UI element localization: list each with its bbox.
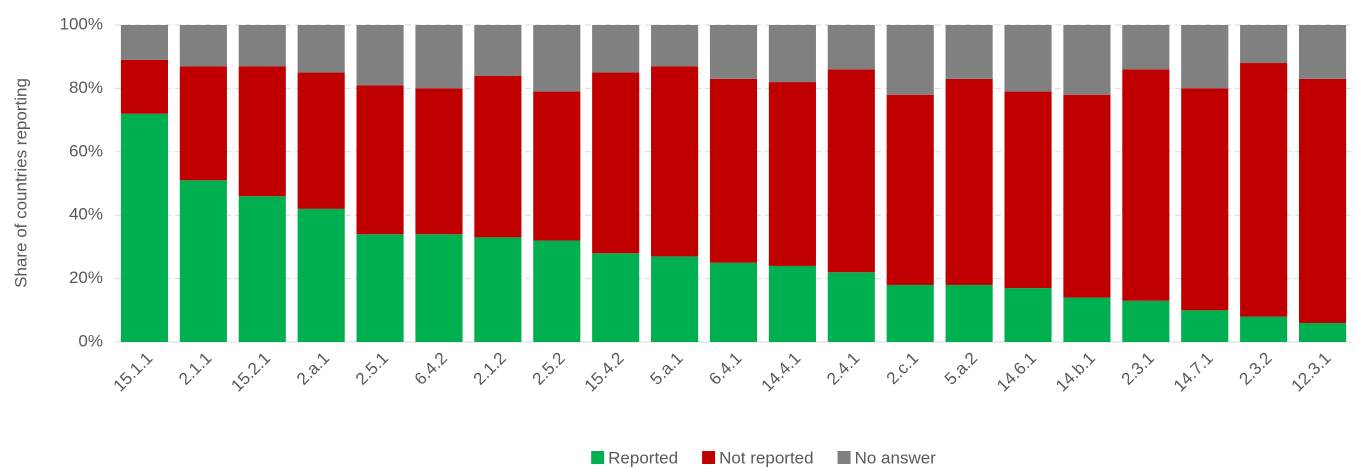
bar-segment <box>297 25 345 73</box>
bar-segment <box>533 240 581 342</box>
bar-segment <box>297 208 345 342</box>
bar-segment <box>1181 25 1229 89</box>
bar-segment <box>415 25 463 89</box>
bar-segment <box>709 78 758 263</box>
x-tick-label: 2.1.1 <box>175 349 215 389</box>
bar-segment <box>592 25 640 73</box>
bar-segment <box>1298 25 1347 79</box>
legend-swatch <box>591 451 605 464</box>
bar-segment <box>768 25 816 83</box>
bar-segment <box>768 265 816 342</box>
bar-segment <box>179 66 227 181</box>
bar-segment <box>1063 94 1111 298</box>
bar-segment <box>945 78 993 285</box>
bar-segment <box>1063 25 1111 95</box>
x-tick-label: 15.1.1 <box>110 349 157 396</box>
x-tick-label: 2.a.1 <box>293 349 333 389</box>
y-axis-label: Share of countries reporting <box>11 78 30 288</box>
x-tick-label: 5.a.2 <box>941 349 981 389</box>
bar-segment <box>651 25 699 67</box>
bar-segment <box>297 72 345 209</box>
x-tick-label: 6.4.1 <box>705 349 745 389</box>
bar-segment <box>827 25 875 70</box>
bar-segment <box>1240 25 1288 64</box>
bar-segment <box>474 75 522 238</box>
x-tick-label: 12.3.1 <box>1288 349 1335 396</box>
legend-label: Reported <box>608 448 678 467</box>
bar-segment <box>651 256 699 342</box>
legend-swatch <box>837 451 851 464</box>
y-tick-label: 20% <box>69 268 103 287</box>
y-tick-label: 0% <box>78 331 103 350</box>
bar-segment <box>1122 25 1170 70</box>
legend-label: No answer <box>855 448 937 467</box>
legend-label: Not reported <box>719 448 814 467</box>
bar-segment <box>945 25 993 79</box>
bar-segment <box>120 59 169 114</box>
y-tick-label: 80% <box>69 78 103 97</box>
bar-segment <box>533 91 581 241</box>
bar-segment <box>709 262 758 342</box>
x-tick-label: 14.4.1 <box>758 349 805 396</box>
x-tick-label: 6.4.2 <box>411 349 451 389</box>
x-tick-label: 2.1.2 <box>470 349 510 389</box>
bar-segment <box>120 25 169 60</box>
bar-segment <box>179 25 227 67</box>
bar-segment <box>592 72 640 254</box>
bar-segment <box>886 25 934 95</box>
bar-segment <box>1298 78 1347 323</box>
bar-segment <box>1122 69 1170 301</box>
bar-segment <box>1298 322 1347 342</box>
y-tick-label: 60% <box>69 141 103 160</box>
x-tick-label: 2.5.2 <box>529 349 569 389</box>
bar-segment <box>474 237 522 342</box>
x-tick-label: 2.5.1 <box>352 349 392 389</box>
bar-segment <box>1122 300 1170 342</box>
x-tick-label: 14.b.1 <box>1052 349 1099 396</box>
x-tick-label: 15.4.2 <box>581 349 628 396</box>
bar-segment <box>945 284 993 342</box>
bar-segment <box>356 234 404 342</box>
bar-segment <box>474 25 522 76</box>
bar-segment <box>238 25 286 67</box>
bar-segment <box>179 180 227 342</box>
x-tick-label: 2.c.1 <box>883 349 922 388</box>
bar-segment <box>120 113 169 342</box>
bar-segment <box>533 25 581 92</box>
bar-segment <box>886 94 934 285</box>
bar-segment <box>651 66 699 257</box>
bar-segment <box>1240 63 1288 317</box>
bar-segment <box>1063 297 1111 342</box>
bar-segment <box>238 66 286 197</box>
y-tick-label: 100% <box>60 14 103 33</box>
x-tick-label: 2.3.2 <box>1235 349 1275 389</box>
legend-swatch <box>702 451 716 464</box>
bar-segment <box>827 69 875 273</box>
bar-segment <box>1004 25 1052 92</box>
bar-segment <box>827 272 875 342</box>
bar-segment <box>886 284 934 342</box>
bar-segment <box>238 196 286 342</box>
bar-segment <box>709 25 758 79</box>
x-tick-label: 15.2.1 <box>227 349 274 396</box>
bar-segment <box>1004 91 1052 289</box>
x-tick-label: 14.6.1 <box>993 349 1040 396</box>
bar-segment <box>1181 88 1229 311</box>
bar-segment <box>1181 310 1229 342</box>
x-tick-label: 2.4.1 <box>823 349 863 389</box>
x-tick-label: 2.3.1 <box>1118 349 1158 389</box>
bar-segment <box>415 88 463 235</box>
bar-segment <box>768 82 816 266</box>
bar-segment <box>1240 316 1288 342</box>
bar-segment <box>1004 288 1052 342</box>
y-tick-label: 40% <box>69 205 103 224</box>
x-tick-label: 5.a.1 <box>646 349 686 389</box>
x-tick-label: 14.7.1 <box>1170 349 1217 396</box>
bar-segment <box>592 253 640 342</box>
bar-segment <box>356 85 404 235</box>
bar-segment <box>356 25 404 86</box>
bar-segment <box>415 234 463 342</box>
